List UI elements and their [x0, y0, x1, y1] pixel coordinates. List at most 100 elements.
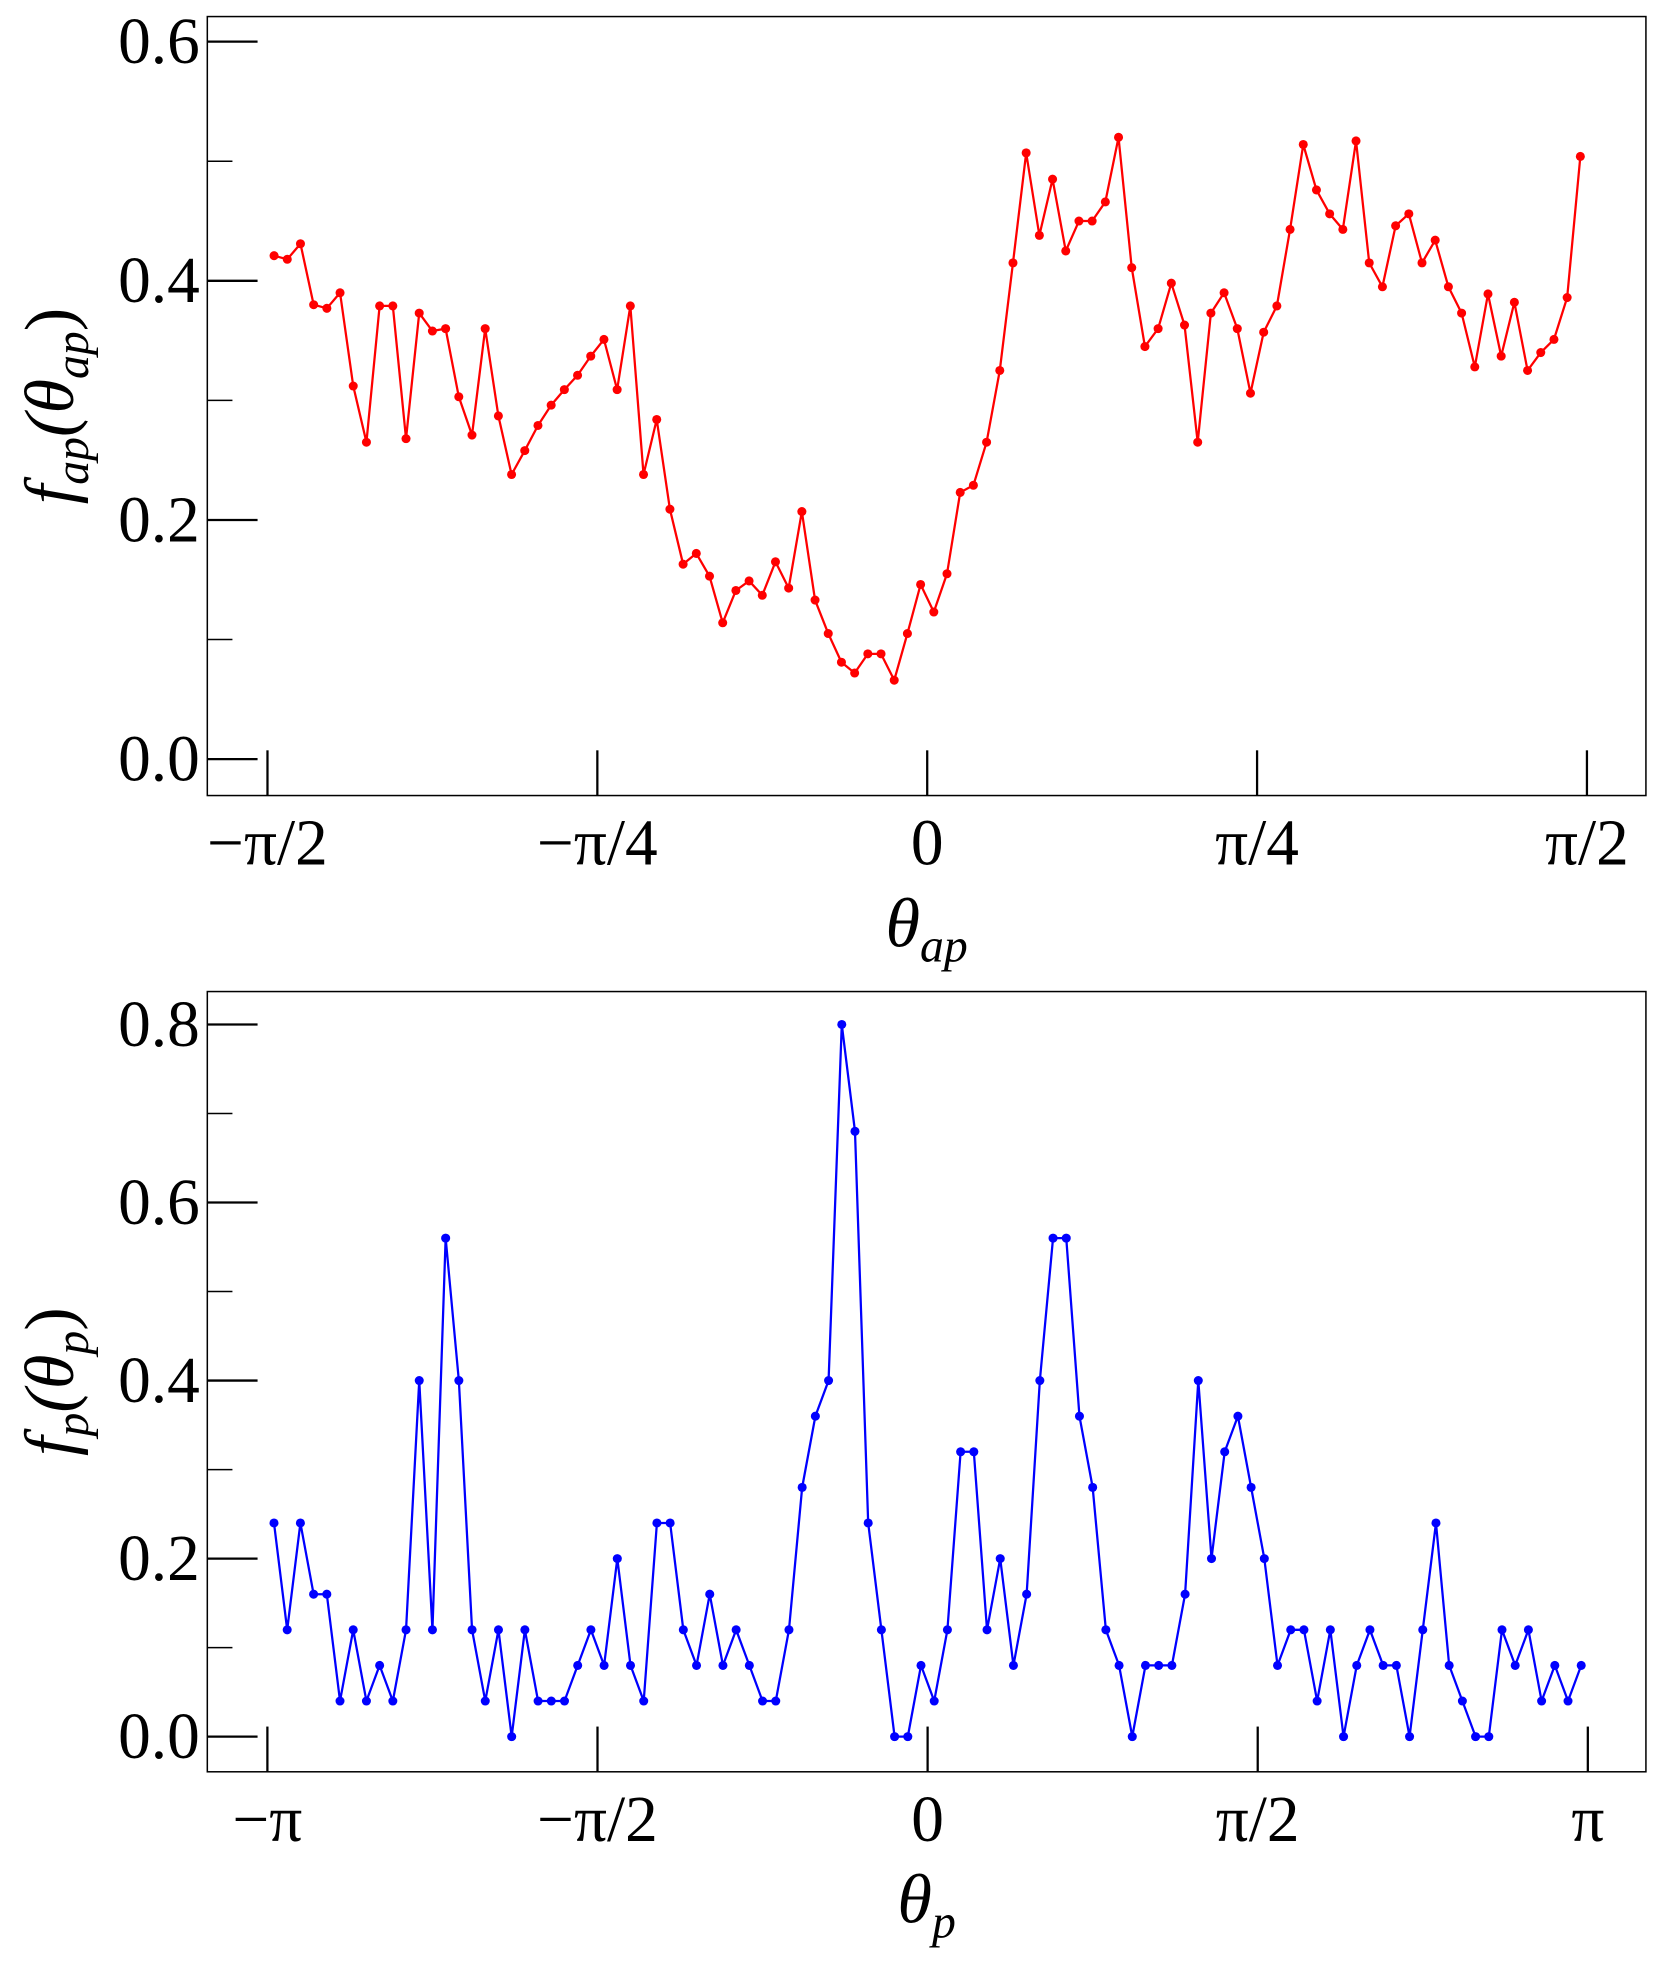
- data-point: [1457, 1696, 1467, 1706]
- data-point: [559, 385, 569, 395]
- data-point: [1219, 288, 1229, 298]
- data-point: [335, 1696, 345, 1706]
- data-point: [441, 1233, 451, 1243]
- data-point: [1048, 1233, 1058, 1243]
- data-point: [1008, 1660, 1018, 1670]
- data-point: [1405, 1732, 1415, 1742]
- data-point: [533, 420, 543, 431]
- data-point: [1259, 1554, 1269, 1564]
- data-point: [1245, 388, 1256, 398]
- plot-frame: [206, 15, 1647, 797]
- data-point: [1022, 1589, 1032, 1599]
- data-point: [1325, 1625, 1335, 1635]
- data-point: [1220, 1447, 1230, 1457]
- data-point: [361, 437, 371, 447]
- data-line: [272, 1023, 1583, 1738]
- data-point: [309, 1589, 319, 1599]
- data-point: [1206, 308, 1216, 318]
- data-point: [863, 1518, 873, 1528]
- data-point: [810, 595, 820, 605]
- data-point: [916, 1660, 926, 1670]
- data-point: [282, 1625, 292, 1635]
- x-tick-label: π/2: [1545, 808, 1629, 880]
- data-point: [335, 288, 345, 298]
- data-point: [507, 1732, 517, 1742]
- data-point: [1325, 209, 1335, 219]
- data-point: [1061, 1233, 1071, 1243]
- data-point: [1418, 1625, 1428, 1635]
- x-label-part: ap: [920, 919, 968, 972]
- y-label-part: ap: [46, 437, 99, 485]
- data-point: [599, 1660, 609, 1670]
- x-tick-label: 0: [911, 1784, 944, 1856]
- data-point: [546, 400, 556, 410]
- data-point: [705, 1589, 715, 1599]
- x-tick-label: −π/4: [537, 808, 658, 880]
- data-point: [1259, 327, 1269, 337]
- data-point: [1272, 301, 1282, 311]
- data-point: [1364, 258, 1374, 268]
- data-point: [1232, 324, 1242, 334]
- data-point: [903, 1732, 913, 1742]
- x-label-part: θ: [897, 1861, 932, 1939]
- data-point: [625, 1660, 636, 1670]
- data-point: [533, 1696, 543, 1706]
- x-tick-label: π/2: [1216, 1784, 1300, 1856]
- data-point: [810, 1411, 820, 1421]
- data-line: [273, 136, 1582, 682]
- data-point: [401, 1625, 411, 1635]
- x-tick-label: 0: [911, 808, 944, 880]
- data-point: [573, 1660, 583, 1670]
- data-point: [1298, 139, 1308, 150]
- data-point: [942, 1625, 952, 1635]
- data-point: [1074, 216, 1084, 226]
- data-point: [1114, 132, 1124, 142]
- data-point: [480, 324, 490, 334]
- data-point: [1575, 151, 1585, 161]
- data-point: [889, 675, 899, 685]
- y-tick-label: 0.6: [118, 6, 200, 78]
- y-label-part: ap: [46, 331, 99, 379]
- data-point: [784, 1625, 794, 1635]
- data-point: [1166, 278, 1176, 288]
- data-point: [639, 1696, 649, 1706]
- data-point: [612, 385, 622, 395]
- data-point: [1391, 221, 1401, 231]
- data-point: [1180, 1589, 1190, 1599]
- data-point: [427, 326, 437, 336]
- data-point: [573, 370, 583, 380]
- data-point: [1206, 1554, 1217, 1564]
- data-point: [995, 365, 1005, 376]
- data-point: [955, 487, 965, 497]
- x-tick-label: −π/2: [537, 1784, 658, 1856]
- data-point: [665, 1518, 675, 1528]
- data-point: [1311, 185, 1321, 195]
- data-point: [1352, 1660, 1362, 1670]
- data-point: [1272, 1660, 1283, 1670]
- x-tick-label: π: [1571, 1784, 1604, 1856]
- y-axis-label: fap(θap): [11, 308, 99, 504]
- data-point: [388, 1696, 398, 1706]
- data-point: [454, 392, 464, 402]
- data-point: [586, 1625, 596, 1635]
- y-label-part: ): [11, 1307, 89, 1330]
- data-point: [1377, 282, 1387, 292]
- y-tick-label: 0.0: [118, 1701, 200, 1773]
- data-point: [1496, 351, 1506, 361]
- data-point: [1285, 224, 1295, 234]
- x-label-part: θ: [885, 884, 920, 962]
- data-point: [1035, 1376, 1045, 1386]
- data-point: [348, 1625, 358, 1635]
- data-point: [1391, 1660, 1401, 1670]
- data-point: [1286, 1625, 1296, 1635]
- y-label-part: (θ: [11, 379, 89, 437]
- data-point: [1562, 293, 1572, 303]
- data-point: [507, 469, 517, 480]
- data-point: [1563, 1696, 1573, 1706]
- data-point: [757, 590, 767, 600]
- data-point: [1351, 136, 1361, 146]
- data-point: [520, 446, 530, 456]
- data-point: [704, 571, 715, 581]
- data-point: [1483, 289, 1493, 299]
